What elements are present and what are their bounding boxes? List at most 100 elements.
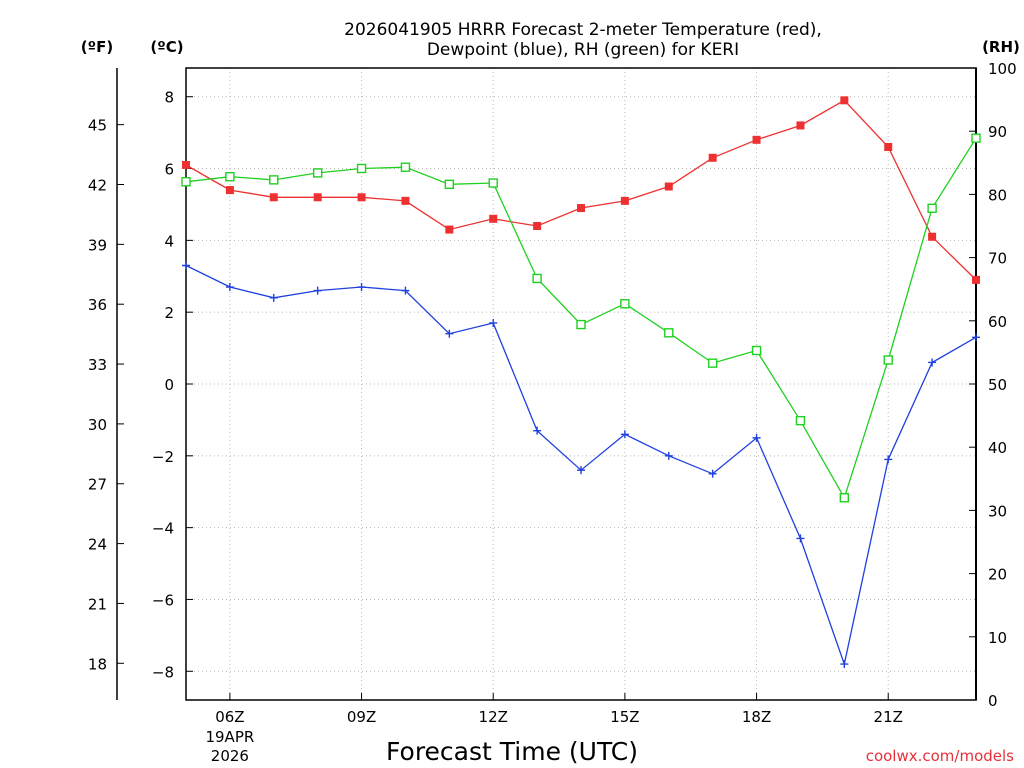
axes: 86420−2−4−6−8454239363330272421181009080…: [88, 60, 1017, 765]
dewpoint-point: [225, 283, 234, 292]
dewpoint-point: [884, 455, 893, 464]
temperature-point: [972, 275, 980, 284]
temperature-point: [664, 182, 673, 191]
rh-point: [400, 162, 411, 172]
data-series: [181, 96, 981, 669]
rh-point: [664, 328, 674, 338]
temperature-point: [840, 96, 849, 105]
dewpoint-point: [664, 451, 673, 460]
temperature-point: [269, 193, 278, 202]
rh-point: [620, 299, 630, 309]
fahrenheit-unit-label: (ºF): [81, 38, 113, 56]
fahrenheit-tick-label: 45: [88, 117, 107, 135]
rh-point: [532, 273, 542, 284]
temperature-point: [620, 196, 629, 205]
rh-point: [576, 319, 586, 330]
fahrenheit-tick-label: 42: [88, 177, 107, 195]
rh-tick-label: 100: [988, 60, 1017, 78]
temperature-point: [928, 232, 937, 241]
temperature-point: [884, 143, 893, 151]
rh-point: [269, 175, 279, 185]
dewpoint-point: [577, 466, 585, 475]
dewpoint-point: [445, 329, 454, 338]
rh-tick-label: 30: [988, 502, 1007, 520]
dewpoint-point: [796, 534, 805, 543]
temperature-point: [489, 214, 498, 223]
rh-point: [488, 178, 498, 188]
dewpoint-point: [752, 433, 761, 442]
temperature-point: [401, 196, 410, 205]
rh-tick-label: 70: [988, 250, 1007, 268]
x-tick-label: 09Z: [347, 708, 376, 726]
rh-point: [181, 177, 191, 187]
rh-point: [971, 133, 981, 143]
temperature-point: [533, 222, 542, 230]
dewpoint-point: [708, 469, 717, 478]
rh-point: [225, 172, 235, 182]
temperature-point: [313, 193, 322, 202]
fahrenheit-tick-label: 30: [88, 416, 107, 434]
x-tick-label: 18Z: [742, 708, 771, 726]
x-tick-date-label: 19APR: [205, 728, 254, 746]
chart-title-line2: Dewpoint (blue), RH (green) for KERI: [427, 40, 739, 60]
grid-lines: [186, 68, 976, 700]
celsius-tick-label: 8: [164, 89, 174, 107]
dewpoint-point: [357, 283, 366, 292]
rh-point: [795, 415, 806, 426]
x-tick-label: 12Z: [479, 708, 508, 726]
celsius-tick-label: 0: [164, 376, 174, 394]
rh-line: [185, 137, 977, 500]
x-axis-label: Forecast Time (UTC): [386, 737, 638, 766]
dewpoint-point: [620, 430, 629, 439]
temperature-point: [357, 193, 366, 202]
x-tick-label: 15Z: [610, 708, 639, 726]
temperature-point: [796, 121, 805, 130]
dewpoint-point: [489, 318, 498, 327]
celsius-tick-label: −2: [152, 448, 174, 466]
rh-tick-label: 90: [988, 123, 1007, 141]
rh-tick-label: 50: [988, 376, 1007, 394]
chart-title-line1: 2026041905 HRRR Forecast 2-meter Tempera…: [344, 20, 822, 40]
rh-point: [356, 163, 367, 174]
fahrenheit-tick-label: 24: [88, 536, 107, 554]
rh-tick-label: 80: [988, 186, 1007, 204]
fahrenheit-tick-label: 36: [88, 296, 107, 314]
celsius-tick-label: −8: [152, 663, 174, 681]
x-tick-year-label: 2026: [211, 747, 249, 765]
temperature-line: [185, 99, 977, 281]
rh-point: [312, 168, 323, 178]
dewpoint-point: [533, 426, 542, 435]
rh-point: [839, 493, 850, 503]
x-tick-label: 06Z: [215, 708, 244, 726]
rh-tick-label: 20: [988, 566, 1007, 584]
rh-point: [751, 345, 762, 356]
dewpoint-point: [401, 286, 410, 295]
dewpoint-point: [972, 333, 980, 342]
celsius-unit-label: (ºC): [150, 38, 183, 56]
fahrenheit-tick-label: 33: [88, 356, 107, 374]
dewpoint-point: [182, 261, 190, 270]
rh-point: [883, 355, 893, 365]
fahrenheit-tick-label: 21: [88, 595, 107, 613]
temperature-point: [182, 160, 190, 169]
celsius-tick-label: 4: [164, 232, 174, 250]
rh-tick-label: 60: [988, 313, 1007, 331]
temperature-point: [577, 204, 585, 213]
rh-tick-label: 0: [988, 692, 998, 710]
x-tick-label: 21Z: [874, 708, 903, 726]
rh-unit-label: (RH): [982, 38, 1020, 56]
celsius-tick-label: −6: [152, 591, 174, 609]
rh-point: [444, 179, 455, 189]
dewpoint-point: [313, 286, 322, 295]
temperature-point: [225, 186, 234, 195]
celsius-tick-label: 2: [164, 304, 174, 322]
credit-text: coolwx.com/models: [866, 747, 1014, 765]
rh-point: [707, 358, 718, 368]
temperature-point: [752, 135, 761, 144]
dewpoint-point: [928, 358, 937, 367]
temperature-point: [445, 225, 454, 234]
fahrenheit-tick-label: 18: [88, 655, 107, 673]
fahrenheit-tick-label: 39: [88, 236, 107, 254]
rh-point: [927, 203, 937, 214]
